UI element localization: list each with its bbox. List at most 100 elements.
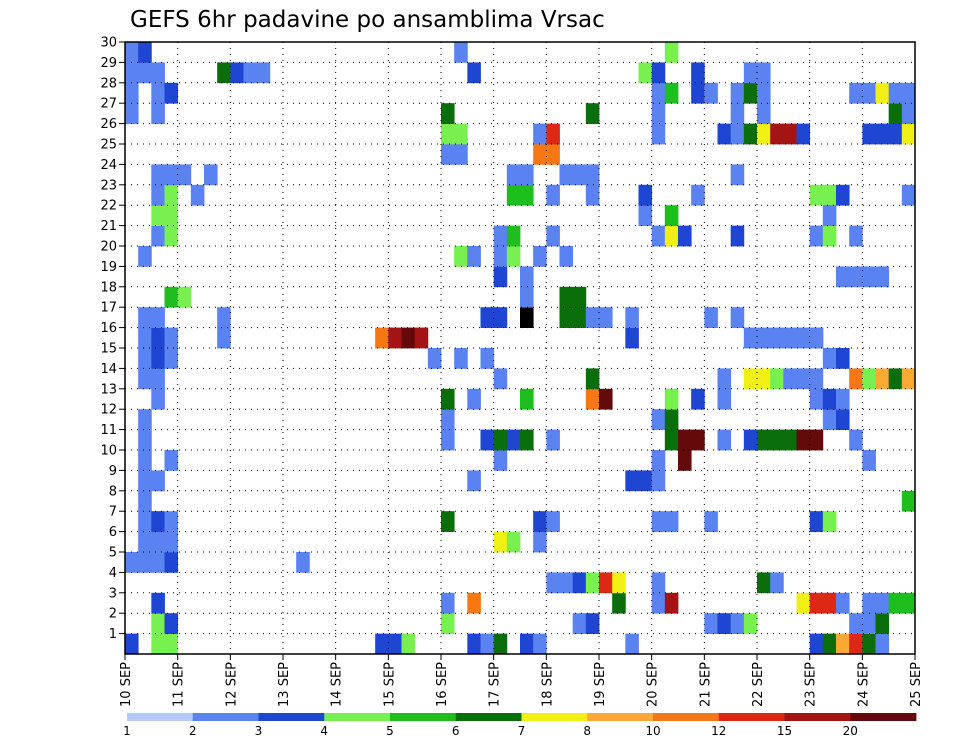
axes: 1234567891011121314151617181920212223242… <box>100 36 924 707</box>
heatmap-cell <box>783 429 797 451</box>
heatmap-cell <box>796 592 811 614</box>
heatmap-cell <box>809 368 824 390</box>
heatmap-cell <box>743 613 758 634</box>
heatmap-cell <box>506 531 521 553</box>
color-legend-label: 7 <box>518 724 526 738</box>
y-tick-label: 19 <box>100 260 117 275</box>
y-tick-label: 25 <box>100 138 117 153</box>
heatmap-cells <box>125 42 916 655</box>
heatmap-cell <box>138 327 152 349</box>
heatmap-cell <box>585 103 600 124</box>
heatmap-cell <box>164 205 179 226</box>
heatmap-cell <box>770 429 784 451</box>
heatmap-cell <box>164 531 179 553</box>
heatmap-cell <box>138 450 152 471</box>
heatmap-cell <box>427 348 442 369</box>
heatmap-cell <box>151 511 165 532</box>
heatmap-cell <box>901 368 916 390</box>
heatmap-cell <box>559 286 574 308</box>
x-tick-label: 19 SEP <box>593 662 608 707</box>
heatmap-cell <box>533 633 547 655</box>
heatmap-cell <box>862 368 876 390</box>
x-tick-label: 25 SEP <box>909 662 924 707</box>
y-tick-label: 8 <box>109 484 117 499</box>
heatmap-cell <box>125 103 139 124</box>
heatmap-cell <box>559 307 574 328</box>
heatmap-cell <box>888 123 903 145</box>
heatmap-cell <box>664 205 679 226</box>
y-tick-label: 21 <box>100 219 117 234</box>
y-tick-label: 3 <box>109 586 117 601</box>
y-tick-label: 23 <box>100 178 117 193</box>
y-tick-label: 17 <box>100 301 117 316</box>
heatmap-cell <box>796 123 811 145</box>
heatmap-cell <box>164 450 179 471</box>
heatmap-cell <box>546 123 560 145</box>
heatmap-cell <box>691 62 705 84</box>
heatmap-cell <box>493 225 508 247</box>
heatmap-cell <box>836 592 850 614</box>
heatmap-cell <box>296 552 310 573</box>
heatmap-cell <box>151 592 165 614</box>
heatmap-cell <box>888 592 903 614</box>
heatmap-cell <box>770 327 784 349</box>
heatmap-cell <box>138 62 152 84</box>
y-tick-label: 14 <box>100 362 117 377</box>
x-tick-label: 18 SEP <box>540 662 555 707</box>
heatmap-cell <box>520 429 534 451</box>
heatmap-cell <box>138 429 152 451</box>
heatmap-cell <box>638 184 653 206</box>
heatmap-cell <box>401 327 416 349</box>
heatmap-cell <box>599 572 613 594</box>
heatmap-cell <box>125 552 139 573</box>
heatmap-cell <box>612 592 626 614</box>
heatmap-cell <box>256 62 271 84</box>
heatmap-cell <box>822 592 837 614</box>
y-tick-label: 15 <box>100 342 117 357</box>
heatmap-cell <box>151 184 165 206</box>
heatmap-cell <box>796 429 811 451</box>
color-legend-label: 2 <box>189 724 197 738</box>
heatmap-cell <box>809 429 824 451</box>
heatmap-cell <box>506 246 521 267</box>
heatmap-cell <box>204 164 218 186</box>
color-legend-label: 6 <box>452 724 460 738</box>
heatmap-cell <box>901 490 916 512</box>
color-legend-label: 1 <box>123 724 131 738</box>
heatmap-cell <box>454 246 468 267</box>
heatmap-cell <box>901 123 916 145</box>
heatmap-cell <box>243 62 258 84</box>
heatmap-cell <box>441 144 455 165</box>
heatmap-cell <box>770 572 784 594</box>
heatmap-cell <box>664 409 679 430</box>
heatmap-cell <box>190 184 205 206</box>
heatmap-cell <box>704 307 718 328</box>
heatmap-cell <box>757 123 771 145</box>
heatmap-cell <box>901 592 916 614</box>
heatmap-cell <box>717 123 732 145</box>
heatmap-cell <box>164 552 179 573</box>
heatmap-cell <box>770 123 784 145</box>
x-tick-label: 13 SEP <box>277 662 292 707</box>
y-tick-label: 29 <box>100 56 117 71</box>
heatmap-cell <box>506 429 521 451</box>
y-tick-label: 9 <box>109 464 117 479</box>
heatmap-cell <box>151 164 165 186</box>
heatmap-cell <box>467 592 481 614</box>
heatmap-cell <box>625 633 639 655</box>
y-tick-label: 24 <box>100 158 117 173</box>
heatmap-cell <box>138 511 152 532</box>
color-legend-swatch <box>455 713 522 721</box>
heatmap-cell <box>757 572 771 594</box>
heatmap-cell <box>441 592 455 614</box>
heatmap-cell <box>454 123 468 145</box>
heatmap-cell <box>901 103 916 124</box>
x-tick-label: 16 SEP <box>435 662 450 707</box>
heatmap-cell <box>506 184 521 206</box>
heatmap-cell <box>849 225 863 247</box>
heatmap-cell <box>151 552 165 573</box>
heatmap-cell <box>493 307 508 328</box>
heatmap-cell <box>217 62 231 84</box>
heatmap-cell <box>862 266 876 288</box>
heatmap-cell <box>730 307 745 328</box>
